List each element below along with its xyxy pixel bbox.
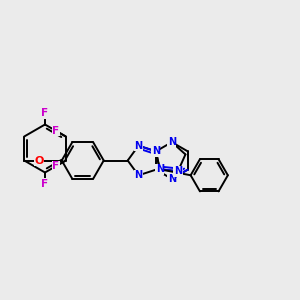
Text: N: N [174, 166, 182, 176]
Text: F: F [41, 108, 49, 118]
Text: F: F [52, 161, 59, 171]
Text: F: F [41, 179, 49, 189]
Text: N: N [156, 164, 164, 174]
Text: F: F [52, 126, 59, 136]
Text: N: N [134, 141, 142, 151]
Text: N: N [134, 170, 142, 180]
Text: N: N [152, 146, 160, 156]
Text: N: N [168, 174, 176, 184]
Text: N: N [168, 137, 176, 147]
Text: O: O [34, 155, 44, 166]
